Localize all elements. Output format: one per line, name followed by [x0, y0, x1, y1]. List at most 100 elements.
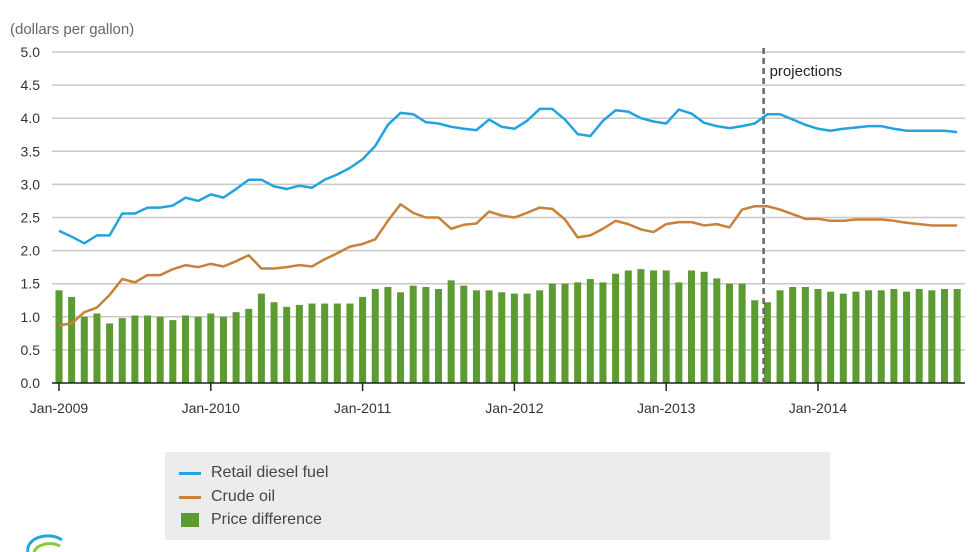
logo-icon	[26, 534, 63, 552]
logo-icon	[32, 542, 61, 552]
bar	[612, 273, 620, 383]
bar	[801, 287, 809, 383]
y-tick-label: 3.5	[21, 143, 41, 159]
bar	[80, 316, 88, 383]
bar	[283, 306, 291, 383]
x-tick-label: Jan-2009	[30, 400, 89, 416]
bar	[270, 302, 278, 383]
bar	[333, 303, 341, 383]
legend: Retail diesel fuel Crude oil Price diffe…	[165, 452, 830, 540]
bar	[460, 285, 468, 383]
bar	[548, 283, 556, 383]
bar	[890, 288, 898, 383]
bar	[156, 316, 164, 383]
bar	[498, 292, 506, 383]
bar	[485, 290, 493, 383]
bar	[384, 287, 392, 383]
bar	[536, 290, 544, 383]
y-tick-label: 1.5	[21, 276, 41, 292]
bar	[713, 278, 721, 383]
bar	[346, 303, 354, 383]
bar	[55, 290, 63, 383]
legend-item-crude: Crude oil	[179, 488, 275, 506]
bar	[93, 313, 101, 383]
bar	[118, 318, 126, 383]
legend-swatch	[181, 513, 199, 527]
bar	[738, 283, 746, 383]
legend-swatch	[179, 471, 201, 475]
bar	[169, 320, 177, 383]
bar	[763, 302, 771, 383]
x-tick-label: Jan-2014	[789, 400, 848, 416]
bar	[561, 283, 569, 383]
bar	[776, 290, 784, 383]
y-tick-label: 5.0	[21, 44, 41, 60]
bar	[422, 287, 430, 383]
bar	[144, 315, 152, 383]
bar	[865, 290, 873, 383]
bar	[131, 315, 139, 383]
x-tick-label: Jan-2011	[334, 400, 392, 416]
y-tick-label: 2.0	[21, 243, 41, 259]
bar	[903, 291, 911, 383]
bar	[510, 293, 518, 383]
bar	[852, 291, 860, 383]
bar	[68, 296, 76, 383]
y-tick-label: 2.5	[21, 210, 41, 226]
bar	[435, 288, 442, 383]
y-tick-label: 4.0	[21, 110, 41, 126]
bar	[397, 292, 405, 383]
bar	[789, 287, 797, 383]
legend-item-diesel: Retail diesel fuel	[179, 464, 328, 482]
y-tick-label: 0.0	[21, 375, 41, 391]
bar	[953, 288, 961, 383]
projections-label: projections	[770, 63, 843, 80]
bar	[624, 270, 632, 383]
x-tick-label: Jan-2013	[637, 400, 696, 416]
bar	[827, 291, 835, 383]
bar	[839, 293, 847, 383]
legend-label: Price difference	[211, 511, 322, 528]
bar	[814, 288, 822, 383]
bar	[219, 316, 227, 383]
bar	[650, 270, 658, 383]
series-line	[58, 107, 958, 245]
bar	[928, 290, 936, 383]
bar	[675, 282, 683, 383]
bar	[877, 290, 885, 383]
bar	[207, 313, 215, 383]
bar	[725, 283, 733, 383]
bar	[409, 285, 417, 383]
bar	[523, 293, 531, 383]
bar	[447, 280, 455, 383]
bar	[232, 312, 240, 383]
bar	[371, 288, 379, 383]
y-tick-label: 4.5	[21, 77, 41, 93]
y-tick-label: 3.0	[21, 176, 41, 192]
bar	[295, 304, 303, 383]
bar	[194, 316, 202, 383]
bar	[751, 300, 759, 383]
y-tick-label: 1.0	[21, 309, 41, 325]
y-axis-unit-label: (dollars per gallon)	[10, 21, 134, 38]
bar	[599, 282, 607, 383]
bar	[637, 269, 645, 383]
x-tick-label: Jan-2012	[485, 400, 544, 416]
bar	[257, 293, 265, 383]
bar	[700, 271, 708, 383]
bar	[182, 315, 189, 383]
legend-label: Crude oil	[211, 488, 276, 505]
legend-item-difference: Price difference	[179, 511, 322, 529]
bar	[915, 288, 923, 383]
bar	[574, 282, 582, 383]
legend-swatch	[179, 495, 201, 499]
bar	[245, 308, 253, 383]
bar	[359, 296, 367, 383]
bar	[472, 290, 480, 383]
y-tick-label: 0.5	[21, 342, 41, 358]
series-line	[58, 203, 958, 327]
bar	[662, 270, 670, 383]
bar	[941, 288, 948, 383]
x-tick-label: Jan-2010	[182, 400, 241, 416]
